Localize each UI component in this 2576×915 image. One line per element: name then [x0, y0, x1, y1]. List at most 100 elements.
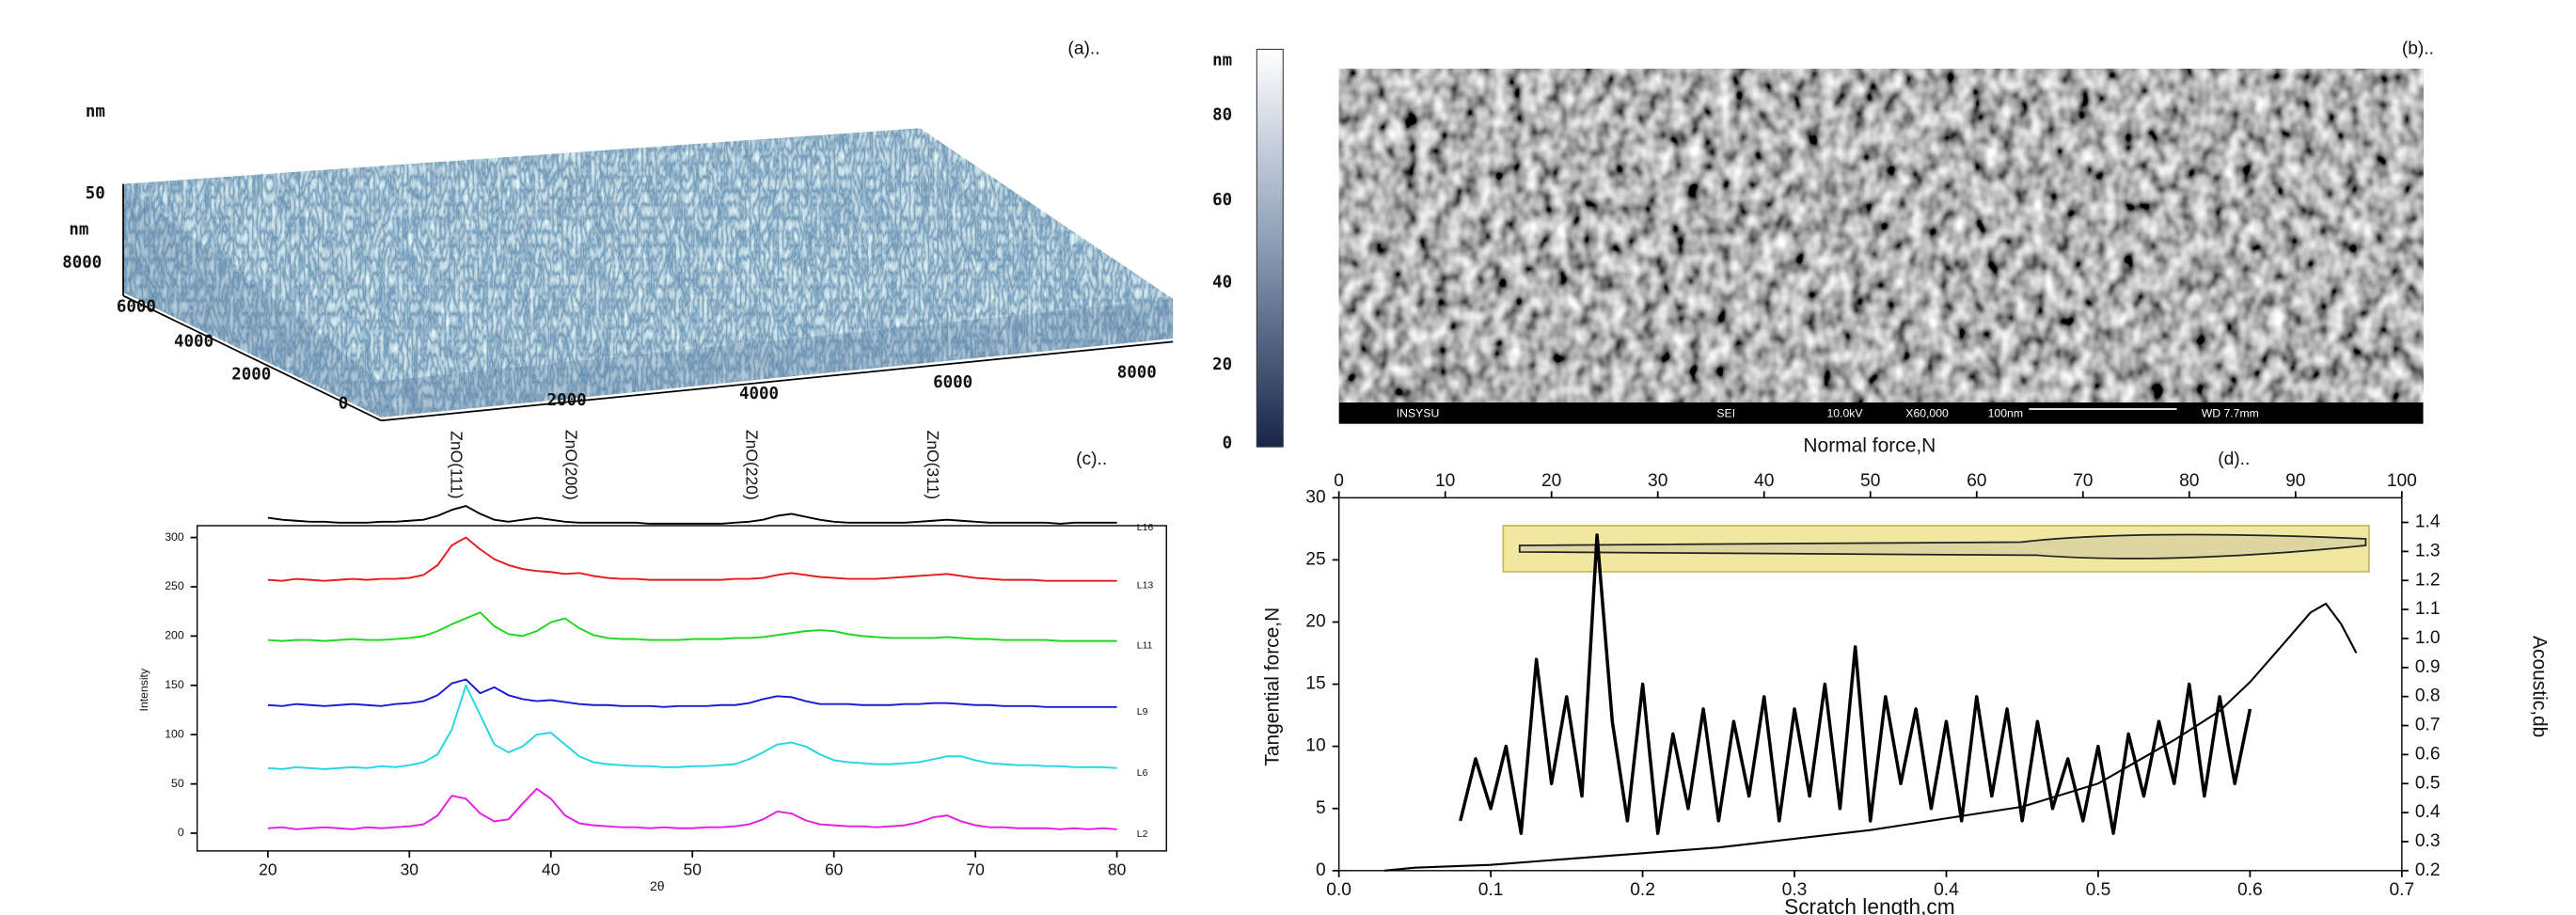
- series-label: L13: [1137, 581, 1154, 592]
- y-tick: 0: [339, 395, 349, 414]
- y-tick: 4000: [174, 332, 213, 351]
- x-tick-label: 0.2: [1630, 880, 1655, 900]
- z-tick: 50: [86, 184, 105, 203]
- x2-tick-label: 20: [1541, 471, 1561, 491]
- sem-info: SEI: [1716, 406, 1735, 419]
- y2-axis-title: Acoustic,db: [2528, 636, 2550, 737]
- y-tick-label: 5: [1316, 798, 1326, 818]
- x-tick-label: 50: [683, 860, 702, 878]
- series-label: L2: [1137, 829, 1148, 840]
- y2-tick-label: 0.8: [2415, 686, 2441, 706]
- series-line: [267, 611, 1117, 642]
- y-tick-label: 25: [1305, 549, 1325, 569]
- sem-info: WD 7.7mm: [2202, 406, 2259, 419]
- x-axis-title: 2θ: [650, 878, 665, 893]
- sem-info: X60,000: [1905, 406, 1949, 419]
- y2-tick-label: 0.3: [2415, 831, 2441, 851]
- x-tick-label: 0.0: [1326, 880, 1351, 900]
- y-tick-label: 10: [1305, 736, 1325, 756]
- series-line: [267, 678, 1117, 708]
- sem-info-bar: [1338, 402, 2424, 424]
- x-tick-label: 0.6: [2237, 880, 2263, 900]
- y-tick-label: 200: [165, 629, 184, 642]
- y2-tick-label: 0.4: [2415, 802, 2441, 822]
- z-unit: nm: [86, 103, 105, 121]
- x-tick-label: 80: [1108, 860, 1127, 878]
- y-tick-label: 30: [1305, 487, 1325, 507]
- y2-tick-label: 1.1: [2415, 599, 2441, 619]
- peak-label: ZnO(111): [447, 431, 466, 498]
- y2-tick-label: 0.2: [2415, 860, 2441, 880]
- y2-tick-label: 1.4: [2415, 513, 2441, 532]
- x-tick-label: 60: [825, 860, 844, 878]
- series-line: [267, 536, 1117, 582]
- y2-tick-label: 0.5: [2415, 773, 2441, 793]
- series-label: L9: [1137, 707, 1148, 718]
- x-tick-label: 0.5: [2086, 880, 2111, 900]
- series-label: L11: [1137, 641, 1153, 652]
- series-label: L16: [1137, 523, 1154, 533]
- colorbar: [1256, 48, 1284, 448]
- y-tick: 2000: [231, 365, 271, 384]
- x2-tick-label: 90: [2285, 471, 2305, 491]
- x-tick: 4000: [739, 385, 779, 403]
- y-tick-label: 20: [1305, 612, 1325, 632]
- y-tick-label: 0: [178, 826, 184, 839]
- series-line: [267, 505, 1117, 525]
- y2-tick-label: 1.0: [2415, 628, 2441, 648]
- series-line: [267, 787, 1117, 830]
- scratch-track: [1518, 533, 2367, 560]
- x2-tick-label: 50: [1860, 471, 1880, 491]
- series-label: L6: [1137, 768, 1148, 779]
- y-tick-label: 150: [165, 678, 184, 691]
- y-tick-label: 100: [165, 727, 184, 740]
- panel-label: (d)..: [2218, 450, 2250, 469]
- chart: 0.0 0.1 0.2 0.3 0.4 0.5 0.6 0.70 10 20 30 40 50 60 70 8…: [1261, 435, 2550, 915]
- y-axis-title: Tangential force,N: [1261, 607, 1283, 766]
- x-tick: 2000: [547, 391, 587, 410]
- x2-tick-label: 80: [2179, 471, 2199, 491]
- y2-tick-label: 1.3: [2415, 541, 2441, 560]
- series-line: [267, 684, 1117, 770]
- y-tick-label: 300: [165, 530, 184, 544]
- y-tick-label: 50: [171, 777, 184, 790]
- x2-tick-label: 100: [2387, 471, 2417, 491]
- sem-info: INSYSU: [1397, 406, 1440, 419]
- peak-label: ZnO(200): [562, 430, 581, 500]
- x2-tick-label: 40: [1754, 471, 1774, 491]
- y2-tick-label: 0.9: [2415, 657, 2441, 677]
- colorbar-unit: nm: [1212, 52, 1232, 71]
- x-axis-title: Scratch length,cm: [1784, 894, 1955, 915]
- peak-label: ZnO(311): [924, 431, 942, 499]
- sem-info: 100nm: [1988, 406, 2023, 419]
- peak-label: ZnO(220): [743, 430, 762, 500]
- x-tick-label: 30: [401, 860, 419, 878]
- colorbar-tick: 0: [1223, 434, 1233, 453]
- y-tick-label: 0: [1316, 860, 1326, 880]
- x2-tick-label: 30: [1648, 471, 1667, 491]
- x2-tick-label: 70: [2073, 471, 2093, 491]
- x-tick-label: 40: [542, 860, 561, 878]
- x2-tick-label: 10: [1435, 471, 1455, 491]
- plot-frame: [196, 525, 1167, 852]
- x-tick: 6000: [933, 373, 972, 392]
- sem-image: [1338, 69, 2424, 402]
- colorbar-tick: 20: [1212, 355, 1232, 374]
- afm-axis: [122, 294, 382, 421]
- y2-tick-label: 0.6: [2415, 744, 2441, 764]
- x2-axis-title: Normal force,N: [1803, 435, 1936, 457]
- x2-tick-label: 60: [1967, 471, 1986, 491]
- colorbar-tick: 60: [1212, 191, 1232, 210]
- y-tick: 6000: [117, 298, 156, 317]
- x-tick: 8000: [1117, 364, 1157, 383]
- afm-panel: (a).. nm 50 nm 8000 6000 4000 2000 0 200…: [62, 39, 1284, 453]
- colorbar-tick: 40: [1212, 273, 1232, 292]
- colorbar-tick: 80: [1212, 105, 1232, 124]
- x-tick-label: 0.4: [1934, 880, 1959, 900]
- panel-label: (a)..: [1067, 39, 1099, 58]
- y-axis-title: Intensity: [137, 668, 150, 711]
- y-tick-label: 15: [1305, 674, 1325, 694]
- x-tick-label: 0.7: [2389, 880, 2414, 900]
